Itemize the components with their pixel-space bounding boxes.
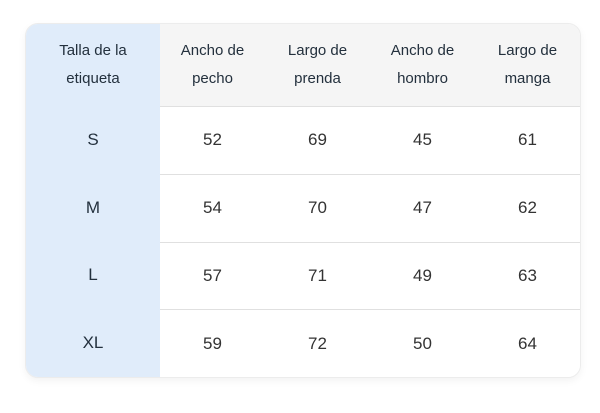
table-cell-value: 59 xyxy=(160,309,265,377)
size-label-s: S xyxy=(26,106,160,174)
table-cell-value: 52 xyxy=(160,106,265,174)
table-cell-value: 63 xyxy=(475,241,580,310)
size-label-m: M xyxy=(26,173,160,242)
table-cell-value: 50 xyxy=(370,309,475,377)
table-cell-value: 49 xyxy=(370,241,475,310)
column-header-chest-width: Ancho de pecho xyxy=(160,24,265,106)
table-cell-value: 47 xyxy=(370,173,475,242)
size-label-l: L xyxy=(26,241,160,310)
table-cell-value: 69 xyxy=(265,106,370,174)
size-label-xl: XL xyxy=(26,309,160,377)
table-cell-value: 57 xyxy=(160,241,265,310)
table-cell-value: 45 xyxy=(370,106,475,174)
table-cell-value: 61 xyxy=(475,106,580,174)
table-cell-value: 71 xyxy=(265,241,370,310)
size-chart-table: Talla de la etiqueta Ancho de pecho Larg… xyxy=(25,23,581,378)
table-cell-value: 72 xyxy=(265,309,370,377)
table-cell-value: 64 xyxy=(475,309,580,377)
column-header-garment-length: Largo de prenda xyxy=(265,24,370,106)
table-cell-value: 70 xyxy=(265,173,370,242)
corner-header: Talla de la etiqueta xyxy=(26,24,160,106)
table-cell-value: 62 xyxy=(475,173,580,242)
column-header-shoulder-width: Ancho de hombro xyxy=(370,24,475,106)
table-cell-value: 54 xyxy=(160,173,265,242)
column-header-sleeve-length: Largo de manga xyxy=(475,24,580,106)
